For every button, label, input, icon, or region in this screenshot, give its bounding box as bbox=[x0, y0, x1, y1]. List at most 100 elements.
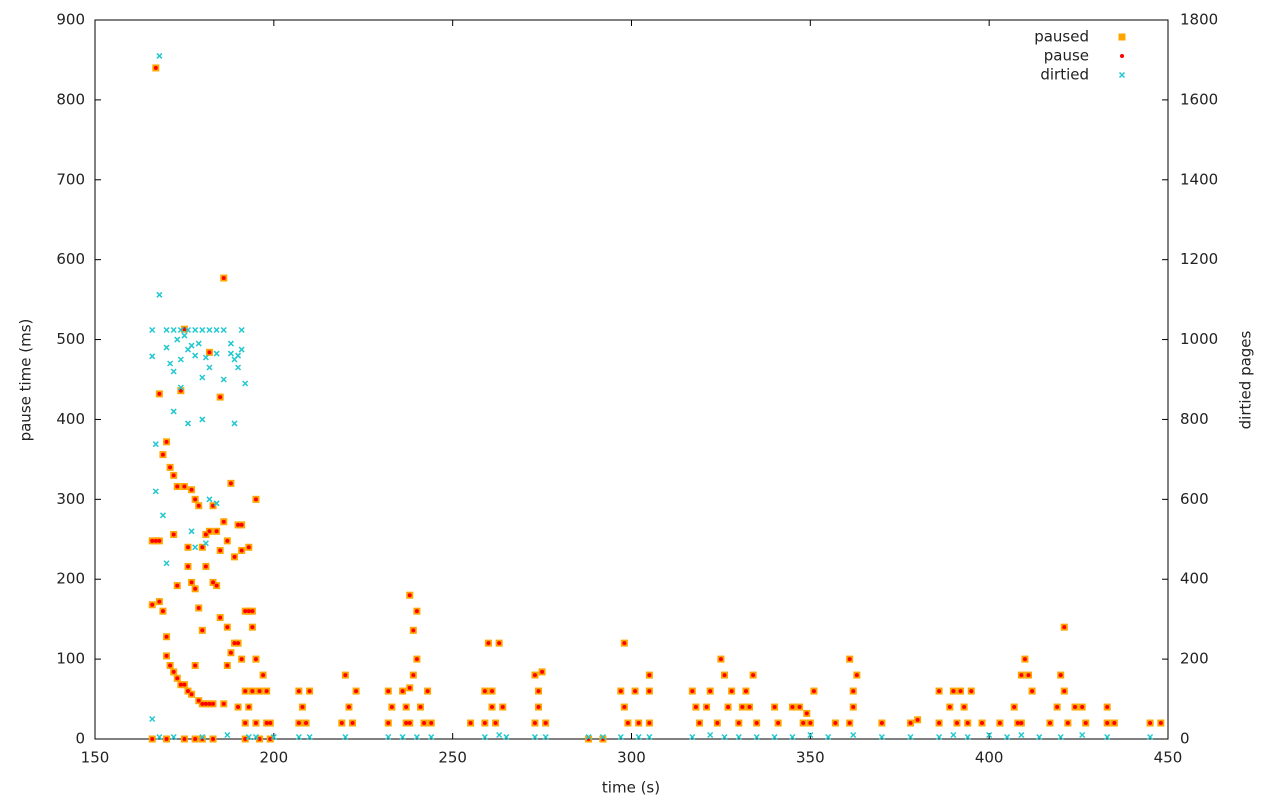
dot-point bbox=[211, 503, 216, 508]
dot-point bbox=[153, 538, 158, 543]
dot-point bbox=[625, 721, 630, 726]
dot-point bbox=[264, 721, 269, 726]
dot-point bbox=[1065, 721, 1070, 726]
cross-point bbox=[503, 733, 510, 741]
dot-point bbox=[647, 673, 652, 678]
cross-point bbox=[163, 344, 170, 351]
dot-point bbox=[246, 609, 251, 614]
dot-point bbox=[1112, 721, 1117, 726]
dot-point bbox=[175, 583, 180, 588]
dot-point bbox=[196, 503, 201, 508]
dot-point bbox=[207, 350, 212, 355]
dot-point bbox=[847, 657, 852, 662]
dot-point bbox=[490, 705, 495, 710]
dot-point bbox=[153, 65, 158, 70]
dot-point bbox=[182, 484, 187, 489]
legend-marker bbox=[1118, 33, 1126, 41]
cross-point bbox=[950, 731, 957, 739]
dot-point bbox=[243, 721, 248, 726]
cross-point bbox=[206, 496, 213, 503]
dot-point bbox=[801, 721, 806, 726]
dot-point bbox=[751, 673, 756, 678]
dot-point bbox=[468, 721, 473, 726]
dot-point bbox=[225, 538, 230, 543]
cross-point bbox=[1036, 733, 1043, 741]
dot-point bbox=[160, 452, 165, 457]
dot-point bbox=[250, 689, 255, 694]
dot-point bbox=[747, 705, 752, 710]
cross-point bbox=[156, 733, 163, 741]
legend-label: dirtied bbox=[1040, 66, 1089, 84]
dot-point bbox=[704, 705, 709, 710]
y-tick-label: 700 bbox=[56, 170, 85, 188]
dot-point bbox=[207, 529, 212, 534]
dot-point bbox=[851, 689, 856, 694]
dot-point bbox=[296, 689, 301, 694]
dot-point bbox=[350, 721, 355, 726]
dot-point bbox=[708, 689, 713, 694]
cross-point bbox=[907, 733, 914, 741]
dot-point bbox=[243, 689, 248, 694]
dot-point bbox=[536, 705, 541, 710]
dot-point bbox=[1080, 705, 1085, 710]
dot-point bbox=[1030, 689, 1035, 694]
dot-point bbox=[246, 545, 251, 550]
dot-point bbox=[246, 705, 251, 710]
dot-point bbox=[218, 395, 223, 400]
dot-point bbox=[418, 705, 423, 710]
dot-point bbox=[690, 689, 695, 694]
y2-tick-label: 1000 bbox=[1180, 330, 1218, 348]
dot-point bbox=[228, 481, 233, 486]
dot-point bbox=[1055, 705, 1060, 710]
cross-point bbox=[170, 326, 177, 333]
dot-point bbox=[997, 721, 1002, 726]
cross-point bbox=[599, 733, 606, 741]
dot-point bbox=[264, 689, 269, 694]
dot-point bbox=[497, 641, 502, 646]
cross-point bbox=[227, 340, 234, 347]
dot-point bbox=[239, 522, 244, 527]
dot-point bbox=[1015, 721, 1020, 726]
cross-point bbox=[707, 731, 714, 739]
dot-point bbox=[722, 673, 727, 678]
cross-point bbox=[617, 733, 624, 741]
dot-point bbox=[854, 673, 859, 678]
cross-point bbox=[188, 528, 195, 535]
dot-point bbox=[304, 721, 309, 726]
dot-point bbox=[225, 625, 230, 630]
dot-point bbox=[228, 650, 233, 655]
dot-point bbox=[185, 545, 190, 550]
dot-point bbox=[636, 721, 641, 726]
dot-point bbox=[232, 641, 237, 646]
dot-point bbox=[980, 721, 985, 726]
dot-point bbox=[618, 689, 623, 694]
y-tick-label: 600 bbox=[56, 250, 85, 268]
y-tick-label: 200 bbox=[56, 570, 85, 588]
dot-point bbox=[203, 564, 208, 569]
dot-point bbox=[772, 705, 777, 710]
dot-point bbox=[193, 737, 198, 741]
cross-point bbox=[192, 544, 199, 551]
dot-point bbox=[175, 676, 180, 681]
dot-point bbox=[296, 721, 301, 726]
y-tick-label: 500 bbox=[56, 330, 85, 348]
dot-point bbox=[1047, 721, 1052, 726]
cross-point bbox=[481, 733, 488, 741]
dot-point bbox=[239, 548, 244, 553]
y-tick-label: 300 bbox=[56, 490, 85, 508]
x-tick-label: 400 bbox=[975, 749, 1004, 767]
dot-point bbox=[951, 689, 956, 694]
dot-point bbox=[214, 529, 219, 534]
dot-point bbox=[490, 689, 495, 694]
y2-tick-label: 1800 bbox=[1180, 11, 1218, 29]
dot-point bbox=[150, 538, 155, 543]
cross-point bbox=[1057, 733, 1064, 741]
cross-point bbox=[206, 326, 213, 333]
dot-point bbox=[532, 673, 537, 678]
dot-point bbox=[243, 609, 248, 614]
dot-point bbox=[647, 689, 652, 694]
cross-point bbox=[199, 326, 206, 333]
dot-point bbox=[647, 721, 652, 726]
dot-point bbox=[493, 721, 498, 726]
